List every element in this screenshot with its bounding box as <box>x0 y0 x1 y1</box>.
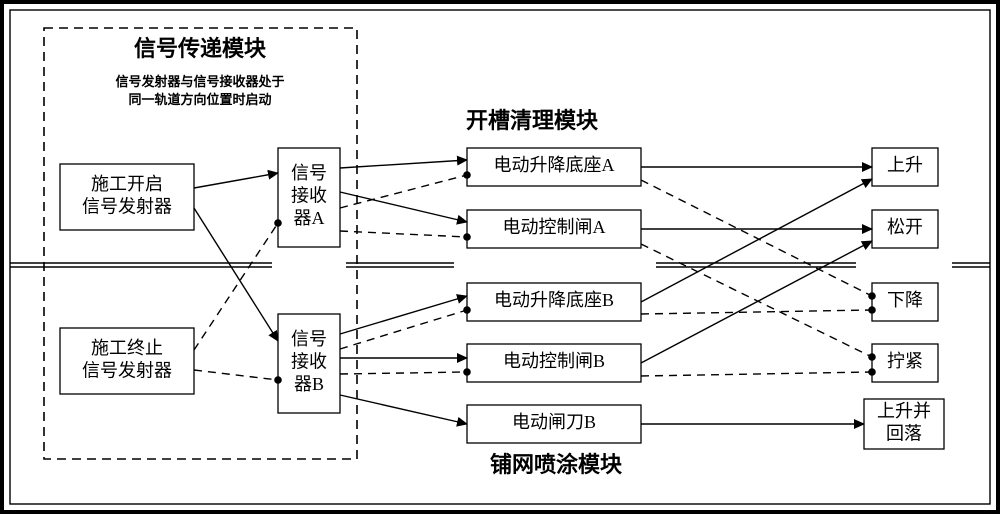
dashed-edge-rx_a-gate_a <box>340 231 467 237</box>
svg-text:信号发射器: 信号发射器 <box>82 196 172 216</box>
edge-gate_b-release <box>641 241 872 363</box>
svg-text:信号发射器与信号接收器处于: 信号发射器与信号接收器处于 <box>115 74 284 89</box>
dashed-edge-rx_b-gate_b <box>340 372 467 374</box>
svg-text:信号: 信号 <box>291 163 327 183</box>
svg-text:器A: 器A <box>294 208 325 228</box>
svg-text:电动升降底座B: 电动升降底座B <box>494 290 614 310</box>
svg-text:回落: 回落 <box>886 423 922 443</box>
svg-text:接收: 接收 <box>291 352 327 372</box>
dashed-edge-lift_b-down <box>641 310 872 314</box>
svg-text:下降: 下降 <box>887 290 923 310</box>
svg-text:施工开启: 施工开启 <box>91 174 163 194</box>
dashed-edge-rx_b-lift_b <box>340 310 467 349</box>
svg-text:信号传递模块: 信号传递模块 <box>134 36 267 61</box>
svg-text:电动控制闸A: 电动控制闸A <box>503 217 606 237</box>
svg-text:开槽清理模块: 开槽清理模块 <box>466 108 599 133</box>
edge-rx_b-lift_b <box>340 296 467 334</box>
edge-tx_start-rx_b <box>194 208 278 341</box>
edge-rx_a-lift_a <box>340 160 467 168</box>
svg-text:电动控制闸B: 电动控制闸B <box>503 351 605 371</box>
dashed-edge-tx_stop-rx_b <box>194 370 278 380</box>
dashed-edge-gate_b-tighten <box>641 372 872 376</box>
svg-text:器B: 器B <box>294 374 324 394</box>
svg-text:上升: 上升 <box>887 155 923 175</box>
svg-text:同一轨道方向位置时启动: 同一轨道方向位置时启动 <box>128 92 271 107</box>
edge-tx_start-rx_a <box>194 173 278 188</box>
svg-text:电动闸刀B: 电动闸刀B <box>512 412 596 432</box>
edge-rx_a-gate_a <box>340 192 467 222</box>
svg-text:施工终止: 施工终止 <box>91 338 163 358</box>
dashed-edge-gate_a-tighten <box>641 244 872 357</box>
svg-text:电动升降底座A: 电动升降底座A <box>494 155 615 175</box>
edge-lift_b-up <box>641 179 872 302</box>
svg-text:松开: 松开 <box>887 217 923 237</box>
svg-text:接收: 接收 <box>291 186 327 206</box>
svg-text:信号: 信号 <box>291 329 327 349</box>
svg-text:拧紧: 拧紧 <box>887 351 923 371</box>
edge-rx_b-knife_b <box>340 395 467 424</box>
svg-text:信号发射器: 信号发射器 <box>82 360 172 380</box>
dashed-edge-rx_a-lift_a <box>340 175 467 208</box>
svg-text:铺网喷涂模块: 铺网喷涂模块 <box>490 452 623 477</box>
svg-text:上升并: 上升并 <box>877 401 931 421</box>
dashed-edge-tx_stop-rx_a <box>194 223 278 350</box>
